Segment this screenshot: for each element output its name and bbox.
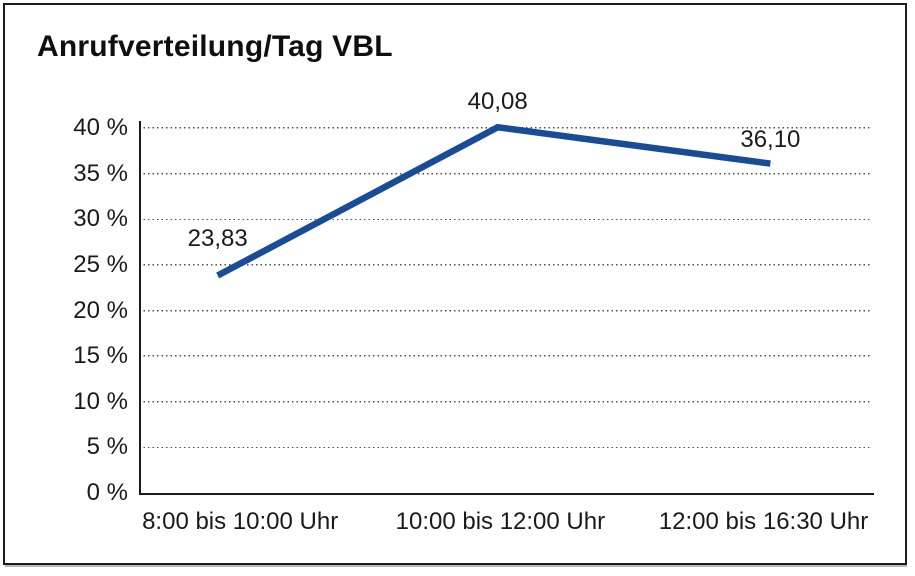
data-point-label: 40,08 <box>467 88 528 116</box>
series-line <box>216 123 771 279</box>
y-axis-tick-label: 20 % <box>73 296 128 324</box>
y-gridline <box>139 218 872 221</box>
y-gridline <box>139 355 872 358</box>
y-axis-tick-label: 15 % <box>73 342 128 370</box>
data-point-label: 36,10 <box>740 125 801 153</box>
x-axis-category-label: 10:00 bis 12:00 Uhr <box>395 508 606 535</box>
data-point-label: 23,83 <box>187 224 248 252</box>
y-axis-line <box>139 121 141 495</box>
x-axis-category-label: 8:00 bis 10:00 Uhr <box>142 508 339 535</box>
x-axis-line <box>139 493 874 495</box>
y-axis-tick-label: 35 % <box>73 159 128 187</box>
y-gridline <box>139 172 872 175</box>
chart-title: Anrufverteilung/Tag VBL <box>37 30 393 63</box>
chart-frame <box>3 3 907 565</box>
y-gridline <box>139 400 872 403</box>
y-axis-tick-label: 30 % <box>73 205 128 233</box>
y-axis-tick-label: 40 % <box>73 114 128 141</box>
x-axis-category-label: 12:00 bis 16:30 Uhr <box>658 508 869 535</box>
y-gridline <box>139 263 872 266</box>
y-axis-tick-label: 5 % <box>86 433 128 461</box>
y-axis-tick-label: 10 % <box>73 387 128 415</box>
y-axis-tick-label: 0 % <box>86 479 128 506</box>
y-gridline <box>139 446 872 449</box>
y-gridline <box>139 309 872 312</box>
y-axis-tick-label: 25 % <box>73 250 128 278</box>
